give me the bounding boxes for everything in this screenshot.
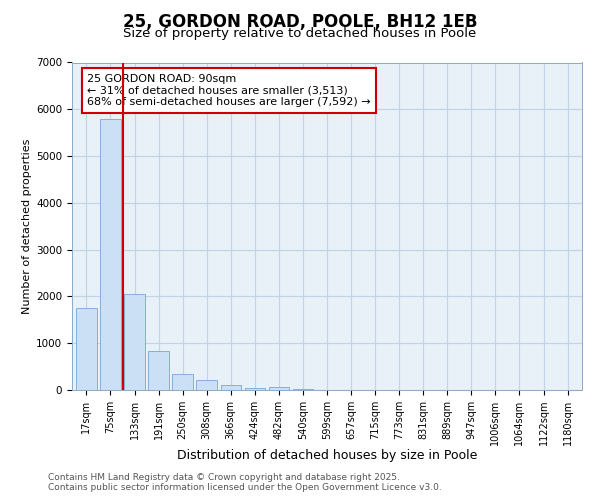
Bar	[196, 380, 217, 390]
Bar	[76, 308, 97, 390]
Text: 25 GORDON ROAD: 90sqm
← 31% of detached houses are smaller (3,513)
68% of semi-d: 25 GORDON ROAD: 90sqm ← 31% of detached …	[88, 74, 371, 107]
Y-axis label: Number of detached properties: Number of detached properties	[22, 138, 32, 314]
Bar	[100, 118, 121, 390]
Bar	[172, 374, 193, 390]
Bar	[124, 294, 145, 390]
X-axis label: Distribution of detached houses by size in Poole: Distribution of detached houses by size …	[177, 450, 477, 462]
Bar	[245, 388, 265, 390]
Bar	[221, 385, 241, 390]
Text: Contains HM Land Registry data © Crown copyright and database right 2025.
Contai: Contains HM Land Registry data © Crown c…	[48, 473, 442, 492]
Text: 25, GORDON ROAD, POOLE, BH12 1EB: 25, GORDON ROAD, POOLE, BH12 1EB	[123, 12, 477, 30]
Bar	[148, 351, 169, 390]
Text: Size of property relative to detached houses in Poole: Size of property relative to detached ho…	[124, 28, 476, 40]
Bar	[269, 386, 289, 390]
